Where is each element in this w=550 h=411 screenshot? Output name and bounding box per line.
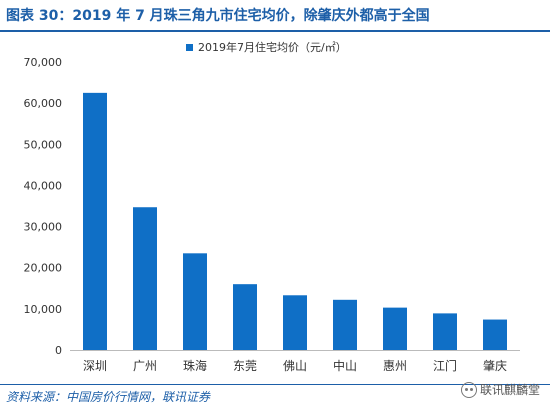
y-tick-label: 60,000 <box>24 97 63 110</box>
bar-chart: 2019年7月住宅均价（元/㎡） 0 10,000 20,000 30,000 40,0… <box>24 40 520 373</box>
source-note: 资料来源：中国房价行情网，联讯证券 <box>6 390 211 404</box>
x-tick-label: 中山 <box>333 358 357 373</box>
wechat-icon <box>460 381 477 398</box>
y-tick-label: 40,000 <box>24 179 63 192</box>
bar <box>483 319 507 350</box>
y-tick-label: 30,000 <box>24 221 63 234</box>
bar <box>283 295 307 350</box>
bar <box>433 313 457 350</box>
x-tick-label: 惠州 <box>383 359 407 373</box>
bar <box>383 307 407 350</box>
legend-swatch <box>186 44 193 51</box>
footer-divider <box>0 384 550 385</box>
y-tick-label: 0 <box>55 344 62 357</box>
bar <box>183 253 207 350</box>
title-divider <box>0 30 550 32</box>
x-tick-label: 深圳 <box>83 359 107 373</box>
x-tick-label: 广州 <box>133 359 157 373</box>
chart-title: 图表 30：2019 年 7 月珠三角九市住宅均价，除肇庆外都高于全国 <box>6 8 430 24</box>
bar <box>83 92 107 350</box>
legend-label: 2019年7月住宅均价（元/㎡） <box>198 40 347 54</box>
y-axis: 0 10,000 20,000 30,000 40,000 50,000 60,000 70,… <box>24 56 63 357</box>
bars <box>83 92 507 350</box>
x-tick-label: 珠海 <box>183 358 207 373</box>
watermark-text: 联讯麒麟堂 <box>479 383 540 397</box>
bar <box>233 284 257 350</box>
x-tick-label: 佛山 <box>283 359 307 373</box>
x-tick-label: 肇庆 <box>483 358 507 373</box>
y-tick-label: 20,000 <box>24 262 63 275</box>
bar <box>133 207 157 350</box>
y-tick-label: 10,000 <box>24 303 63 316</box>
y-tick-label: 70,000 <box>24 56 63 69</box>
bar <box>333 299 357 350</box>
x-axis: 深圳 广州 珠海 东莞 佛山 中山 惠州 江门 肇庆 <box>70 350 520 373</box>
watermark: 联讯麒麟堂 <box>460 381 540 398</box>
x-tick-label: 东莞 <box>233 359 257 373</box>
legend: 2019年7月住宅均价（元/㎡） <box>186 40 347 54</box>
x-tick-label: 江门 <box>433 358 457 373</box>
y-tick-label: 50,000 <box>24 138 63 151</box>
